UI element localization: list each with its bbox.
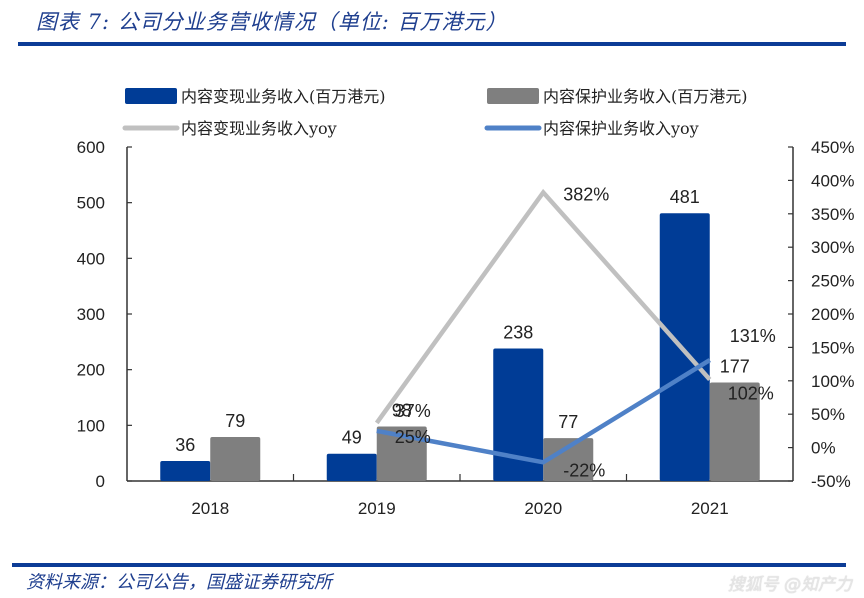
line-value-label: 102%	[728, 383, 774, 403]
source-note: 资料来源：公司公告，国盛证券研究所	[26, 572, 332, 593]
line-value-label: 37%	[395, 401, 431, 421]
axes: 0 100 200 300 400 500 600 -50% 0% 50% 100% 150% 200%…	[77, 138, 855, 518]
watermark: 搜狐号 @知产力	[727, 575, 852, 595]
title-divider	[18, 42, 846, 46]
line-monetization-yoy	[374, 188, 712, 425]
right-axis-tick-label: 0%	[811, 439, 836, 458]
line-value-label: -22%	[563, 460, 605, 480]
bar-value-label: 481	[670, 187, 700, 207]
right-axis-tick-label: 450%	[811, 138, 854, 157]
bar-monetization	[326, 453, 377, 481]
right-axis-tick-label: 150%	[811, 338, 854, 357]
bar-value-label: 36	[175, 435, 195, 455]
left-axis-tick-label: 500	[77, 194, 105, 213]
bar-protection	[709, 382, 760, 481]
x-axis-tick-label: 2020	[524, 499, 562, 518]
legend-label: 内容变现业务收入(百万港元)	[181, 87, 386, 106]
line-protection-yoy	[376, 358, 711, 465]
right-axis-tick-label: 400%	[811, 171, 854, 190]
legend-swatch-bar	[125, 88, 177, 104]
right-axis-tick-label: 250%	[811, 272, 854, 291]
left-axis-tick-label: 0	[96, 472, 105, 491]
right-axis-tick-label: 200%	[811, 305, 854, 324]
figure-title: 图表 7: 公司分业务营收情况（单位: 百万港元）	[36, 10, 508, 34]
x-axis-tick-label: 2018	[191, 499, 229, 518]
right-axis-tick-label: 350%	[811, 205, 854, 224]
line-value-label: 25%	[395, 427, 431, 447]
x-axis-tick-label: 2019	[358, 499, 396, 518]
bar-value-label: 77	[558, 412, 578, 432]
chart: 内容变现业务收入(百万港元) 内容保护业务收入(百万港元) 内容变现业务收入yoy 内…	[77, 87, 855, 518]
bar-protection	[210, 437, 261, 481]
legend-swatch-bar	[487, 88, 539, 104]
bar-value-label: 98	[392, 400, 412, 420]
right-axis-tick-label: 300%	[811, 238, 854, 257]
line-value-label: 382%	[563, 184, 609, 204]
left-axis-tick-label: 300	[77, 305, 105, 324]
legend-label: 内容保护业务收入yoy	[543, 119, 699, 138]
left-axis-tick-label: 400	[77, 249, 105, 268]
bar-monetization	[160, 460, 211, 481]
bar-value-label: 79	[225, 411, 245, 431]
bar-protection	[543, 438, 594, 481]
right-axis-tick-label: 50%	[811, 405, 845, 424]
bar-monetization	[659, 213, 710, 481]
bar-value-label: 177	[720, 356, 750, 376]
left-axis-tick-label: 600	[77, 138, 105, 157]
data-labels: 36 49 238 481 79 98 77 177 37% 382% 102% 25% -22% 131…	[175, 184, 776, 480]
lines	[374, 188, 712, 465]
legend: 内容变现业务收入(百万港元) 内容保护业务收入(百万港元) 内容变现业务收入yoy 内…	[122, 87, 748, 138]
bar-value-label: 238	[503, 323, 533, 343]
left-axis-tick-label: 100	[77, 416, 105, 435]
right-axis-tick-label: 100%	[811, 372, 854, 391]
bar-monetization	[493, 348, 544, 481]
line-value-label: 131%	[730, 326, 776, 346]
legend-label: 内容保护业务收入(百万港元)	[543, 87, 748, 106]
left-axis-tick-label: 200	[77, 361, 105, 380]
legend-label: 内容变现业务收入yoy	[181, 119, 337, 138]
x-axis-tick-label: 2021	[691, 499, 729, 518]
right-axis-tick-label: -50%	[811, 472, 851, 491]
bars	[160, 213, 760, 481]
footer-divider	[12, 563, 846, 567]
bar-value-label: 49	[342, 428, 362, 448]
